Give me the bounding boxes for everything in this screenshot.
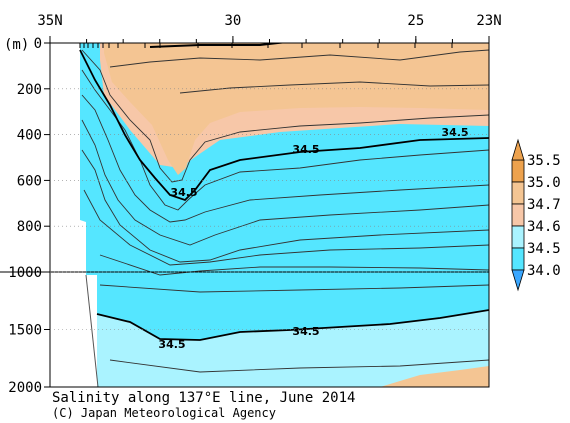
colorbar-label-2: 34.6: [527, 219, 561, 235]
colorbar: 34.0 34.5 34.6 34.7 35.0 35.5: [511, 138, 561, 292]
contour-34-5-upper: [79, 49, 489, 202]
y-tick-label-0: 0: [34, 36, 42, 52]
labels: Salinity along 137°E line, June 2014 (C)…: [4, 37, 355, 420]
plot-fill-group: [50, 43, 489, 387]
colorbar-bottom-arrow: [511, 269, 525, 292]
contour-label-1: 34.5: [441, 126, 468, 139]
contour-label-2: 34.5: [170, 186, 197, 199]
colorbar-label-4: 35.0: [527, 175, 561, 191]
contour-34-5-deep: [96, 309, 489, 341]
y-tick-label-4: 800: [17, 219, 42, 235]
surface-front-line: [149, 43, 288, 48]
chart-credit: (C) Japan Meteorological Agency: [52, 406, 276, 420]
contour-line-3: [81, 119, 489, 246]
colorbar-label-0: 34.0: [527, 263, 561, 279]
contour-line-4: [81, 149, 489, 263]
colorbar-label-1: 34.5: [527, 241, 561, 257]
contour-line-9: [109, 49, 489, 68]
y-tick-label-3: 600: [17, 173, 42, 189]
colorbar-segment-0: [511, 159, 525, 183]
y-axis-unit: (m): [4, 37, 29, 53]
contour-line-2: [81, 94, 489, 223]
axes: 35N 30 25 23N 0 200 400 600 800 1000 1500 2000: [0, 13, 502, 396]
deep-salty-blob: [380, 366, 489, 387]
colorbar-top-arrow: [511, 138, 525, 161]
salty-core: [104, 43, 489, 175]
y-tick-label-7: 2000: [8, 380, 42, 396]
contour-label-4: 34.5: [158, 338, 185, 351]
contour-line-7: [99, 284, 489, 293]
contour-label-0: 34.5: [292, 143, 319, 156]
colorbar-label-5: 35.5: [527, 153, 561, 169]
y-tick-label-6: 1500: [8, 323, 42, 339]
contour-line-6: [99, 254, 489, 276]
colorbar-segment-3: [511, 225, 525, 249]
contour-line-5: [83, 189, 489, 266]
colorbar-segment-2: [511, 203, 525, 227]
no-data-mask: [50, 43, 97, 387]
x-tick-label-0: 35N: [37, 13, 62, 29]
colorbar-segment-1: [511, 181, 525, 205]
contour-line-10: [179, 81, 489, 94]
contour-label-3: 34.5: [292, 325, 319, 338]
colorbar-label-3: 34.7: [527, 197, 561, 213]
contour-line-0: [81, 49, 489, 183]
contour-line-8: [109, 359, 489, 373]
x-tick-label-3: 23N: [476, 13, 501, 29]
y-tick-label-5: 1000: [8, 265, 42, 281]
y-tick-label-2: 400: [17, 128, 42, 144]
y-tick-label-1: 200: [17, 82, 42, 98]
x-tick-label-2: 25: [407, 13, 424, 29]
colorbar-segment-4: [511, 247, 525, 271]
x-tick-label-1: 30: [224, 13, 241, 29]
mask-edge-line: [85, 274, 99, 387]
chart-title: Salinity along 137°E line, June 2014: [52, 390, 355, 406]
plot-area: 34.5 34.5 34.5 34.5 34.5: [50, 43, 489, 387]
